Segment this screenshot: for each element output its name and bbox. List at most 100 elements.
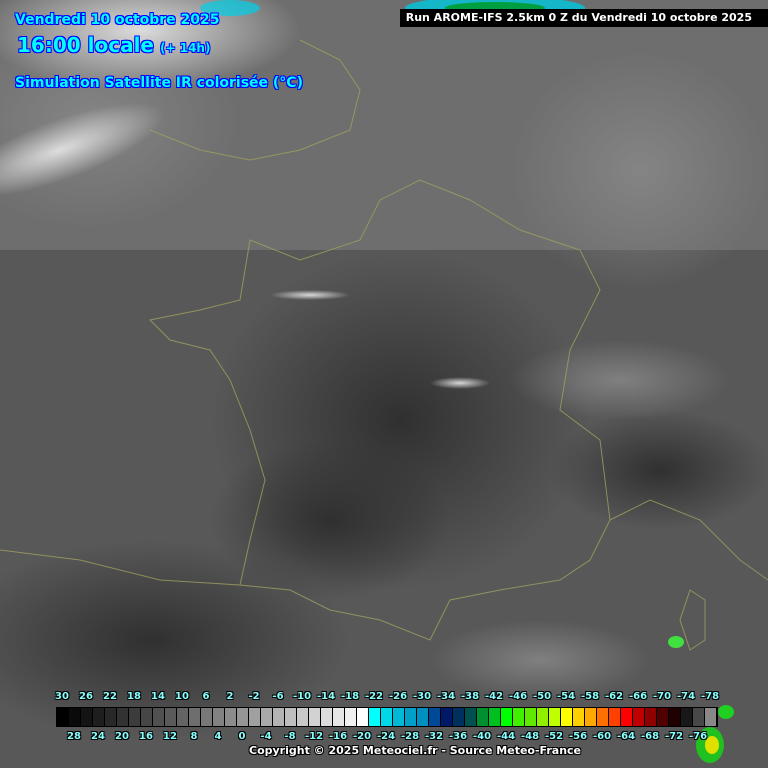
color-scale-swatch (165, 708, 177, 726)
coastline-spain (0, 549, 241, 586)
color-scale-swatch (477, 708, 489, 726)
color-scale-swatch (321, 708, 333, 726)
color-scale-tick-label: -52 (544, 731, 564, 742)
color-scale-tick-label: 2 (226, 691, 234, 702)
color-scale-swatch (213, 708, 225, 726)
color-scale-tick-label: 18 (127, 691, 141, 702)
color-scale-tick-label: -18 (340, 691, 360, 702)
color-scale-swatch (609, 708, 621, 726)
color-scale-swatch (537, 708, 549, 726)
color-scale-tick-label: 6 (202, 691, 210, 702)
color-scale-tick-label: -16 (328, 731, 348, 742)
color-scale-swatch (105, 708, 117, 726)
color-scale-swatch (141, 708, 153, 726)
color-scale-tick-label: -78 (700, 691, 720, 702)
color-scale-swatch (441, 708, 453, 726)
color-scale-tick-label: -26 (388, 691, 408, 702)
color-scale-swatch (237, 708, 249, 726)
color-scale-tick-label: -54 (556, 691, 576, 702)
color-scale-swatch (333, 708, 345, 726)
color-scale-tick-label: -4 (260, 731, 272, 742)
coastline-italy (609, 499, 768, 581)
color-scale-tick-label: -76 (688, 731, 708, 742)
color-scale-swatch (597, 708, 609, 726)
color-scale-swatch (405, 708, 417, 726)
color-scale-tick-label: -38 (460, 691, 480, 702)
color-scale-swatch (117, 708, 129, 726)
color-scale-swatch (249, 708, 261, 726)
color-scale-tick-label: -56 (568, 731, 588, 742)
color-scale-swatch (345, 708, 357, 726)
color-scale-tick-label: -42 (484, 691, 504, 702)
color-scale-tick-label: 24 (91, 731, 105, 742)
color-scale-swatch (261, 708, 273, 726)
color-scale-swatch (273, 708, 285, 726)
color-scale-swatch (189, 708, 201, 726)
color-scale-swatch (393, 708, 405, 726)
copyright-text: Copyright © 2025 Meteociel.fr - Source M… (249, 744, 582, 757)
color-scale-swatch (285, 708, 297, 726)
color-scale-tick-label: 28 (67, 731, 81, 742)
color-scale-swatch (177, 708, 189, 726)
map-title: Simulation Satellite IR colorisée (°C) (15, 75, 303, 91)
color-scale-swatch (561, 708, 573, 726)
color-scale-tick-label: -58 (580, 691, 600, 702)
color-scale-swatch (153, 708, 165, 726)
model-run-label: Run AROME-IFS 2.5km 0 Z du Vendredi 10 o… (399, 9, 768, 27)
color-scale-tick-label: -48 (520, 731, 540, 742)
color-scale-tick-label: 20 (115, 731, 129, 742)
color-scale-tick-label: -62 (604, 691, 624, 702)
color-scale-swatch (513, 708, 525, 726)
color-scale-swatch (369, 708, 381, 726)
color-scale-tick-label: -74 (676, 691, 696, 702)
color-scale-tick-label: -68 (640, 731, 660, 742)
color-scale-tick-label: -12 (304, 731, 324, 742)
color-scale-tick-label: -50 (532, 691, 552, 702)
color-scale-swatch (549, 708, 561, 726)
color-scale-tick-label: 16 (139, 731, 153, 742)
forecast-local-time: 16:00 locale (17, 33, 154, 57)
color-scale-tick-label: -40 (472, 731, 492, 742)
color-scale-legend (56, 707, 718, 727)
color-scale-tick-label: -22 (364, 691, 384, 702)
color-scale-tick-label: 4 (214, 731, 222, 742)
color-scale-swatch (705, 708, 717, 726)
color-scale-tick-label: -24 (376, 731, 396, 742)
france-outline (148, 179, 611, 641)
color-scale-swatch (681, 708, 693, 726)
color-scale-tick-label: 0 (238, 731, 246, 742)
color-scale-swatch (693, 708, 705, 726)
forecast-offset: (+ 14h) (160, 41, 211, 55)
color-scale-swatch (57, 708, 69, 726)
color-scale-tick-label: 22 (103, 691, 117, 702)
color-scale-tick-label: -8 (284, 731, 296, 742)
color-scale-swatch (93, 708, 105, 726)
color-scale-swatch (573, 708, 585, 726)
color-scale-swatch (201, 708, 213, 726)
color-scale-tick-label: -64 (616, 731, 636, 742)
color-scale-swatch (489, 708, 501, 726)
color-scale-swatch (81, 708, 93, 726)
color-scale-tick-label: -72 (664, 731, 684, 742)
corsica-outline (679, 589, 706, 651)
color-scale-tick-label: -10 (292, 691, 312, 702)
color-scale-swatch (453, 708, 465, 726)
color-scale-swatch (381, 708, 393, 726)
color-scale-swatch (621, 708, 633, 726)
color-scale-tick-label: -60 (592, 731, 612, 742)
color-scale-tick-label: -2 (248, 691, 260, 702)
forecast-date: Vendredi 10 octobre 2025 (15, 12, 220, 28)
forecast-time: 16:00 locale (+ 14h) (17, 33, 210, 57)
color-scale-tick-label: -6 (272, 691, 284, 702)
color-scale-tick-label: -44 (496, 731, 516, 742)
color-scale-tick-label: 14 (151, 691, 165, 702)
color-scale-tick-label: -46 (508, 691, 528, 702)
color-scale-tick-label: -30 (412, 691, 432, 702)
color-scale-tick-label: -34 (436, 691, 456, 702)
color-scale-tick-label: -14 (316, 691, 336, 702)
color-scale-tick-label: 12 (163, 731, 177, 742)
color-scale-tick-label: 8 (190, 731, 198, 742)
color-scale-swatch (225, 708, 237, 726)
